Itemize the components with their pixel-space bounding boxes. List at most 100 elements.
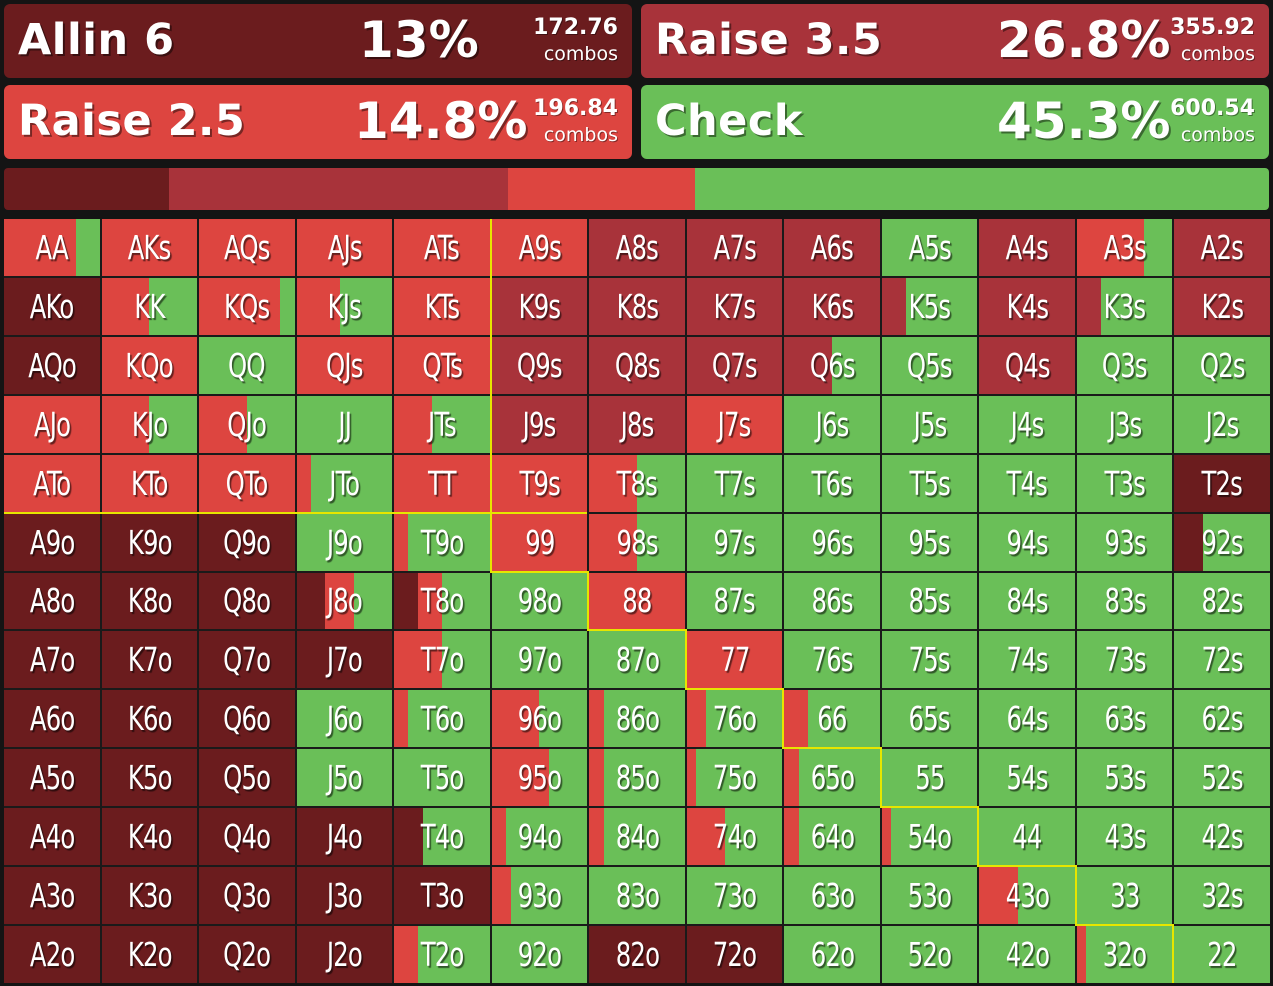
action-card-allin[interactable]: Allin 6 13% 172.76 combos [4, 4, 632, 78]
hand-cell-92s[interactable]: 92s [1174, 513, 1270, 571]
hand-cell-72o[interactable]: 72o [686, 926, 783, 983]
hand-cell-62s[interactable]: 62s [1174, 690, 1270, 748]
hand-cell-Q7s[interactable]: Q7s [686, 336, 783, 394]
action-card-check[interactable]: Check 45.3% 600.54 combos [641, 85, 1269, 159]
action-card-raise-2-5[interactable]: Raise 2.5 14.8% 196.84 combos [4, 85, 632, 159]
hand-cell-66[interactable]: 66 [784, 690, 880, 748]
hand-cell-75o[interactable]: 75o [686, 749, 783, 807]
hand-cell-Q6s[interactable]: Q6s [784, 336, 880, 394]
hand-cell-Q2o[interactable]: Q2o [199, 926, 295, 983]
hand-cell-A4s[interactable]: A4s [979, 219, 1075, 276]
hand-cell-J5s[interactable]: J5s [881, 395, 978, 453]
hand-cell-T8s[interactable]: T8s [589, 454, 685, 512]
hand-cell-Q4s[interactable]: Q4s [979, 336, 1075, 394]
hand-cell-32s[interactable]: 32s [1174, 867, 1270, 925]
hand-cell-85o[interactable]: 85o [589, 749, 685, 807]
hand-cell-Q3o[interactable]: Q3o [199, 867, 295, 925]
hand-cell-62o[interactable]: 62o [784, 926, 880, 983]
hand-cell-22[interactable]: 22 [1174, 926, 1270, 983]
hand-cell-55[interactable]: 55 [881, 749, 978, 807]
hand-cell-A6o[interactable]: A6o [4, 690, 100, 748]
hand-cell-64s[interactable]: 64s [979, 690, 1075, 748]
hand-cell-J8s[interactable]: J8s [589, 395, 685, 453]
hand-cell-K5s[interactable]: K5s [881, 277, 978, 335]
hand-cell-63o[interactable]: 63o [784, 867, 880, 925]
hand-cell-JTo[interactable]: JTo [296, 454, 393, 512]
hand-cell-88[interactable]: 88 [589, 572, 685, 630]
hand-cell-87o[interactable]: 87o [589, 631, 685, 689]
hand-cell-J9o[interactable]: J9o [296, 513, 393, 571]
hand-cell-K6s[interactable]: K6s [784, 277, 880, 335]
hand-cell-QJo[interactable]: QJo [199, 395, 295, 453]
hand-cell-83o[interactable]: 83o [589, 867, 685, 925]
hand-cell-99[interactable]: 99 [491, 513, 588, 571]
hand-cell-Q6o[interactable]: Q6o [199, 690, 295, 748]
hand-cell-63s[interactable]: 63s [1076, 690, 1173, 748]
hand-cell-Q9s[interactable]: Q9s [491, 336, 588, 394]
hand-cell-52s[interactable]: 52s [1174, 749, 1270, 807]
hand-cell-T7o[interactable]: T7o [394, 631, 490, 689]
hand-cell-Q8o[interactable]: Q8o [199, 572, 295, 630]
hand-cell-93s[interactable]: 93s [1076, 513, 1173, 571]
action-card-raise-3-5[interactable]: Raise 3.5 26.8% 355.92 combos [641, 4, 1269, 78]
hand-cell-43o[interactable]: 43o [979, 867, 1075, 925]
hand-cell-32o[interactable]: 32o [1076, 926, 1173, 983]
hand-cell-J6o[interactable]: J6o [296, 690, 393, 748]
hand-cell-KQo[interactable]: KQo [101, 336, 198, 394]
hand-cell-KJo[interactable]: KJo [101, 395, 198, 453]
hand-cell-94s[interactable]: 94s [979, 513, 1075, 571]
hand-cell-K7s[interactable]: K7s [686, 277, 783, 335]
hand-cell-83s[interactable]: 83s [1076, 572, 1173, 630]
hand-cell-AKo[interactable]: AKo [4, 277, 100, 335]
hand-cell-Q9o[interactable]: Q9o [199, 513, 295, 571]
hand-cell-74s[interactable]: 74s [979, 631, 1075, 689]
hand-cell-A3o[interactable]: A3o [4, 867, 100, 925]
hand-cell-Q3s[interactable]: Q3s [1076, 336, 1173, 394]
hand-cell-J6s[interactable]: J6s [784, 395, 880, 453]
hand-cell-K4s[interactable]: K4s [979, 277, 1075, 335]
hand-cell-77[interactable]: 77 [686, 631, 783, 689]
hand-cell-84o[interactable]: 84o [589, 808, 685, 866]
hand-cell-33[interactable]: 33 [1076, 867, 1173, 925]
hand-cell-AA[interactable]: AA [4, 219, 100, 276]
hand-cell-75s[interactable]: 75s [881, 631, 978, 689]
hand-cell-82o[interactable]: 82o [589, 926, 685, 983]
hand-cell-A2o[interactable]: A2o [4, 926, 100, 983]
hand-cell-76o[interactable]: 76o [686, 690, 783, 748]
hand-cell-J3o[interactable]: J3o [296, 867, 393, 925]
hand-cell-T4s[interactable]: T4s [979, 454, 1075, 512]
hand-cell-72s[interactable]: 72s [1174, 631, 1270, 689]
hand-cell-J2o[interactable]: J2o [296, 926, 393, 983]
hand-cell-76s[interactable]: 76s [784, 631, 880, 689]
hand-cell-65o[interactable]: 65o [784, 749, 880, 807]
hand-cell-J5o[interactable]: J5o [296, 749, 393, 807]
hand-cell-64o[interactable]: 64o [784, 808, 880, 866]
hand-cell-T9s[interactable]: T9s [491, 454, 588, 512]
hand-cell-98s[interactable]: 98s [589, 513, 685, 571]
hand-cell-85s[interactable]: 85s [881, 572, 978, 630]
hand-cell-86s[interactable]: 86s [784, 572, 880, 630]
hand-cell-A5o[interactable]: A5o [4, 749, 100, 807]
hand-cell-44[interactable]: 44 [979, 808, 1075, 866]
hand-cell-T7s[interactable]: T7s [686, 454, 783, 512]
hand-cell-Q8s[interactable]: Q8s [589, 336, 685, 394]
hand-cell-T6o[interactable]: T6o [394, 690, 490, 748]
hand-cell-96s[interactable]: 96s [784, 513, 880, 571]
hand-cell-T2s[interactable]: T2s [1174, 454, 1270, 512]
hand-cell-86o[interactable]: 86o [589, 690, 685, 748]
hand-cell-98o[interactable]: 98o [491, 572, 588, 630]
hand-cell-KTs[interactable]: KTs [394, 277, 490, 335]
hand-cell-KQs[interactable]: KQs [199, 277, 295, 335]
hand-cell-A3s[interactable]: A3s [1076, 219, 1173, 276]
hand-cell-96o[interactable]: 96o [491, 690, 588, 748]
hand-cell-A2s[interactable]: A2s [1174, 219, 1270, 276]
hand-cell-J4s[interactable]: J4s [979, 395, 1075, 453]
hand-cell-J4o[interactable]: J4o [296, 808, 393, 866]
hand-cell-T3s[interactable]: T3s [1076, 454, 1173, 512]
hand-cell-A6s[interactable]: A6s [784, 219, 880, 276]
hand-cell-43s[interactable]: 43s [1076, 808, 1173, 866]
hand-cell-A7s[interactable]: A7s [686, 219, 783, 276]
hand-cell-AKs[interactable]: AKs [101, 219, 198, 276]
hand-cell-K3o[interactable]: K3o [101, 867, 198, 925]
hand-cell-K9o[interactable]: K9o [101, 513, 198, 571]
